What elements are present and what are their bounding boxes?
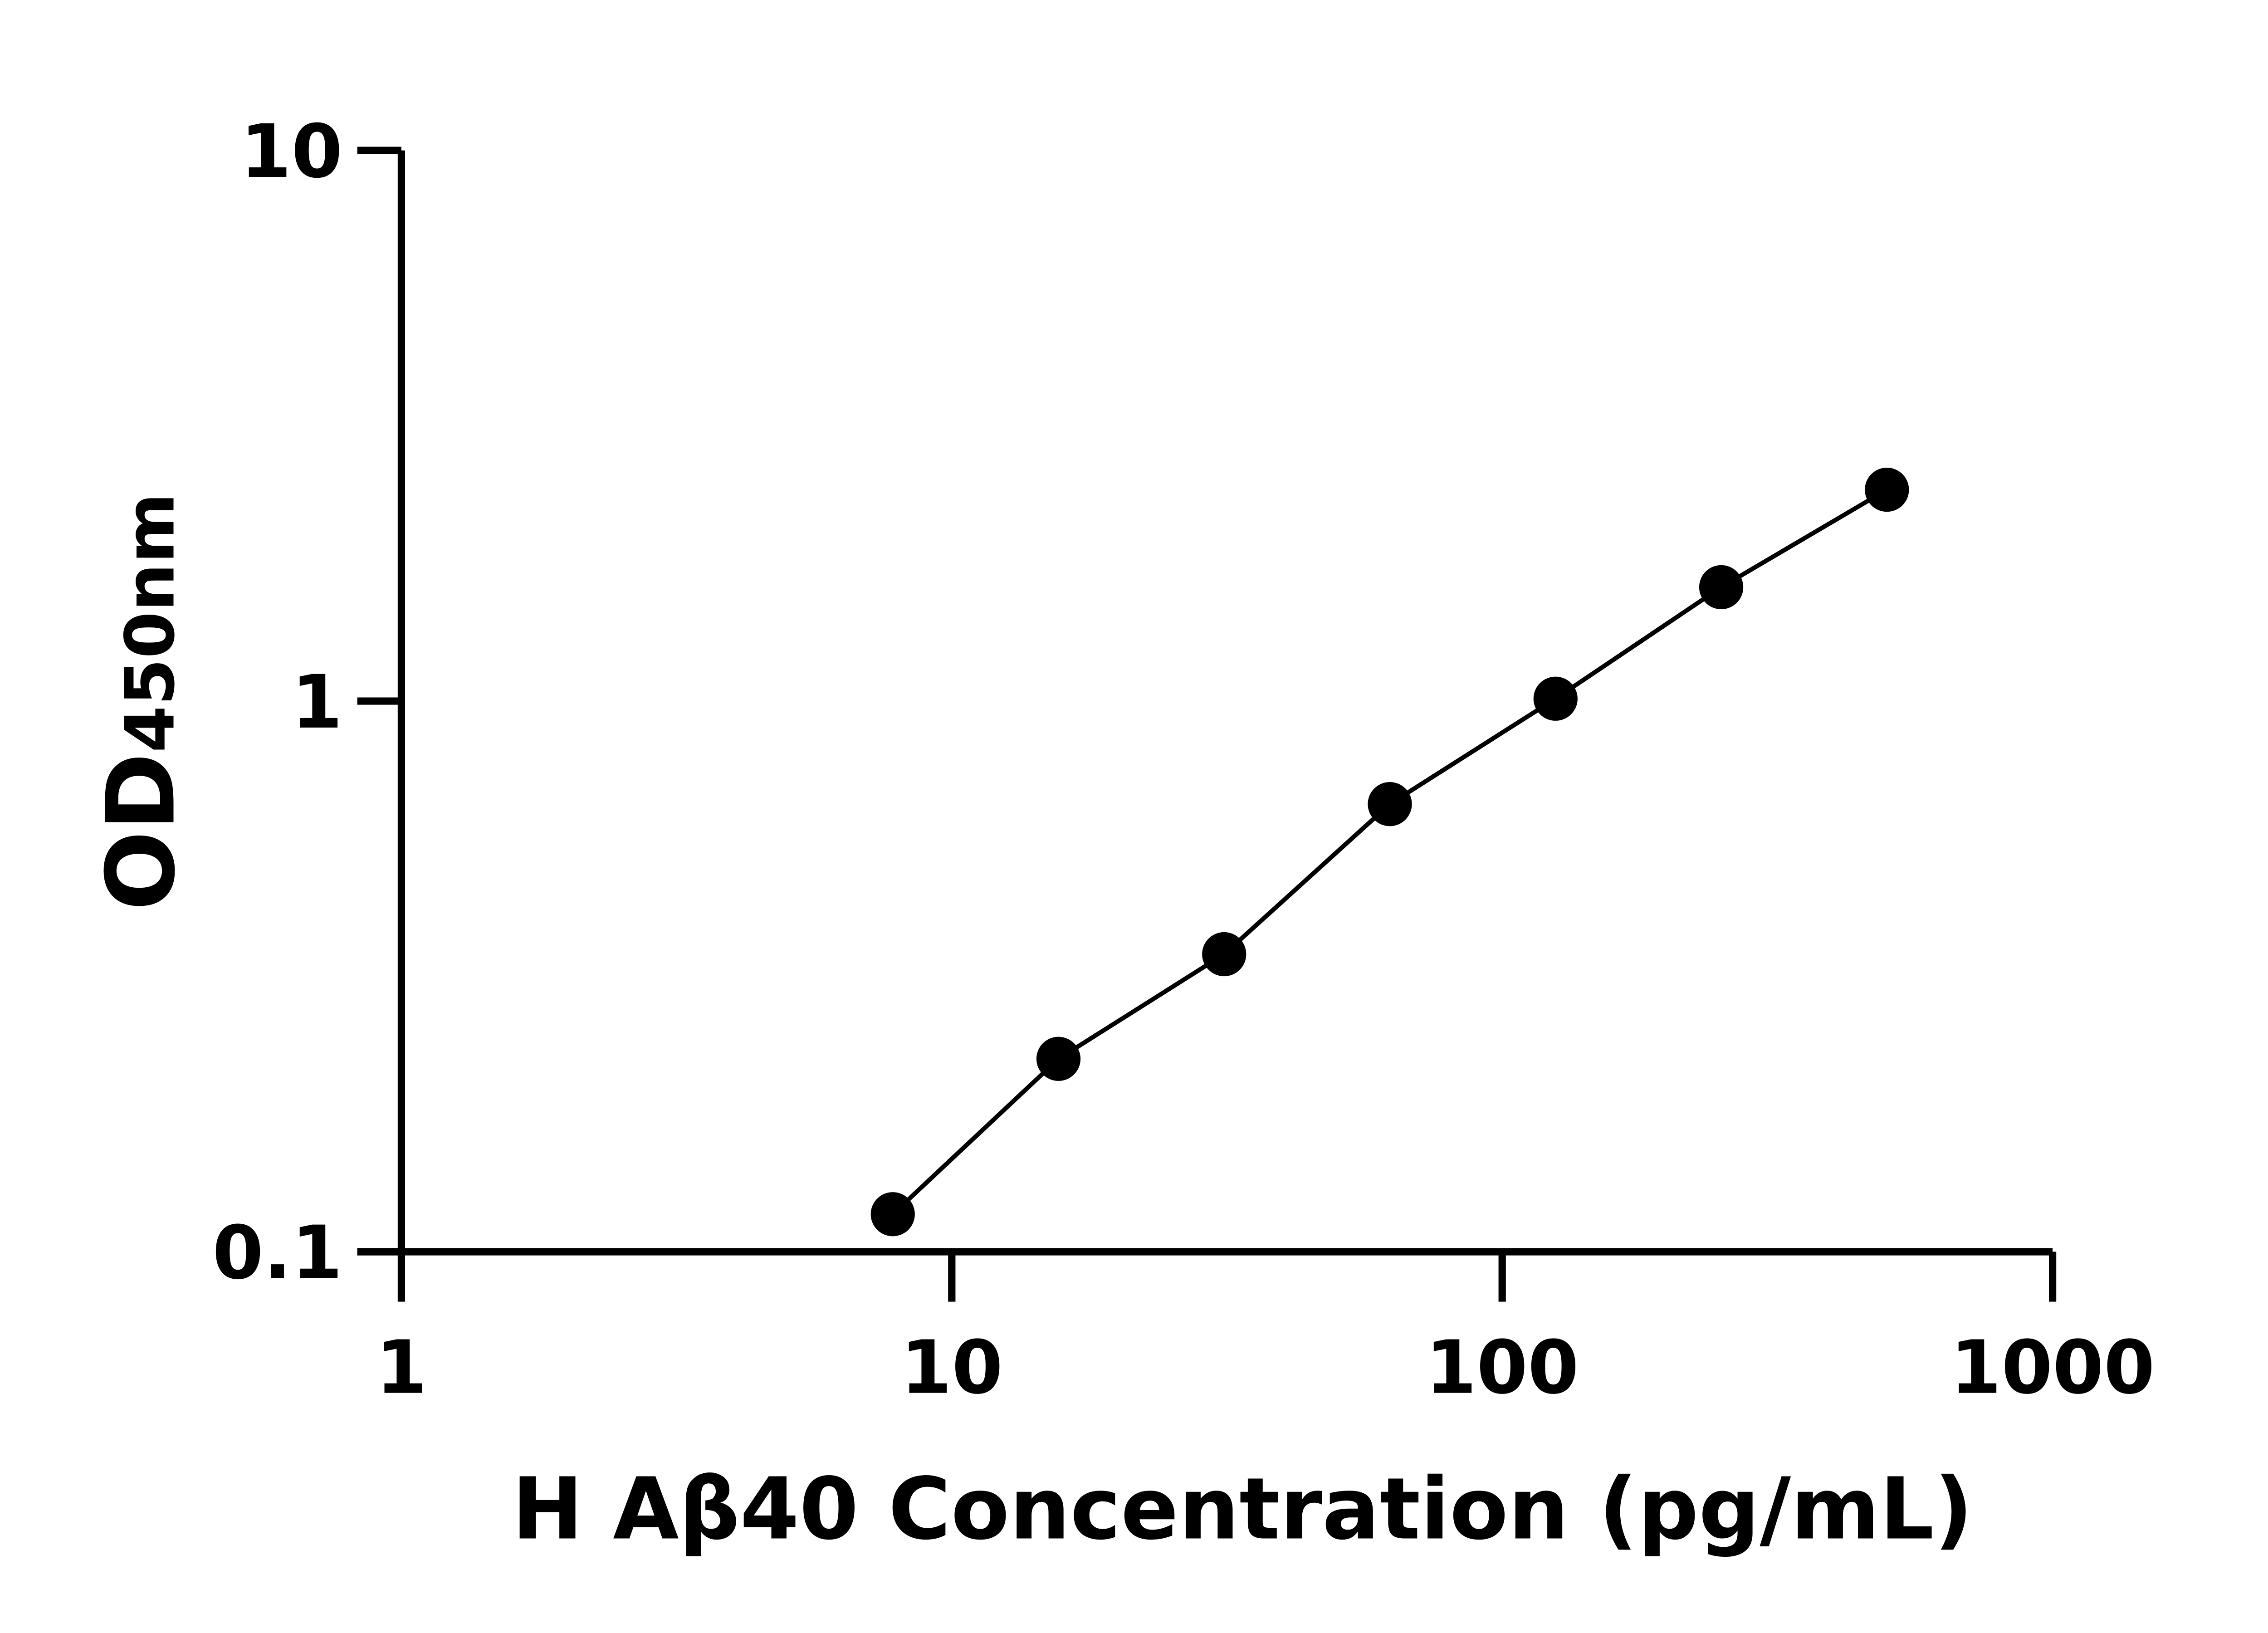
data-point <box>1865 467 1909 512</box>
data-point <box>1533 676 1578 721</box>
y-tick-label: 10 <box>240 109 343 195</box>
data-points <box>870 467 1909 1237</box>
x-tick-label: 1 <box>376 1325 427 1411</box>
y-axis-label: OD450nm <box>86 493 196 911</box>
x-tick-label: 100 <box>1426 1325 1579 1411</box>
data-point <box>1036 1037 1081 1081</box>
data-point <box>1202 932 1246 977</box>
data-point <box>1699 565 1744 610</box>
y-tick-label: 1 <box>291 660 342 745</box>
data-point <box>870 1192 915 1237</box>
axes: 1 10 100 1000 0.1 1 10 <box>212 109 2155 1411</box>
x-axis-label: H Aβ40 Concentration (pg/mL) <box>512 1460 1973 1559</box>
data-point <box>1368 782 1412 826</box>
y-axis-label-sub: 450nm <box>111 493 190 753</box>
x-tick-label: 1000 <box>1950 1325 2155 1411</box>
y-axis-label-main: OD <box>86 753 196 911</box>
y-tick-label: 0.1 <box>212 1211 342 1296</box>
x-tick-label: 10 <box>901 1325 1003 1411</box>
